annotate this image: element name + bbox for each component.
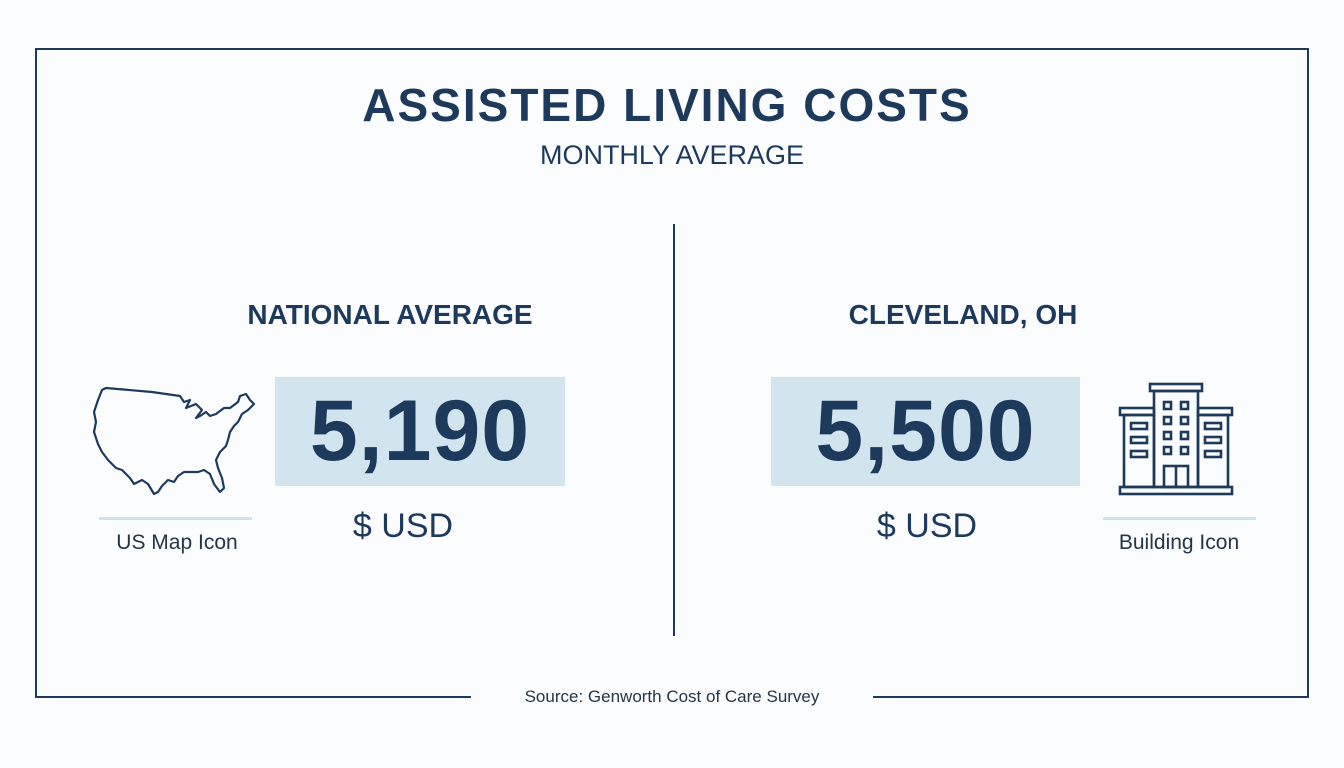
cleveland-unit: $ USD [876, 507, 978, 545]
us-map-icon [92, 386, 256, 496]
cleveland-icon-rule [1103, 517, 1256, 520]
center-divider [673, 224, 675, 636]
cleveland-value: 5,500 [815, 383, 1036, 479]
national-unit: $ USD [352, 507, 454, 545]
cleveland-heading: CLEVELAND, OH [848, 299, 1078, 330]
page-title: ASSISTED LIVING COSTS [362, 79, 972, 131]
cleveland-value-box: 5,500 [771, 377, 1080, 486]
national-icon-label: US Map Icon [116, 531, 238, 554]
building-icon [1118, 382, 1234, 496]
frame-border-left [35, 48, 37, 697]
national-value: 5,190 [309, 383, 531, 479]
national-icon-rule [99, 517, 252, 520]
cleveland-icon-label: Building Icon [1118, 531, 1240, 554]
national-value-box: 5,190 [275, 377, 565, 486]
frame-border-bottom-right [873, 696, 1309, 698]
frame-border-top [35, 48, 1309, 50]
frame-border-right [1307, 48, 1309, 697]
source-note: Source: Genworth Cost of Care Survey [524, 687, 820, 706]
national-heading: NATIONAL AVERAGE [247, 299, 533, 330]
page-subtitle: MONTHLY AVERAGE [539, 140, 805, 170]
frame-border-bottom-left [35, 696, 471, 698]
